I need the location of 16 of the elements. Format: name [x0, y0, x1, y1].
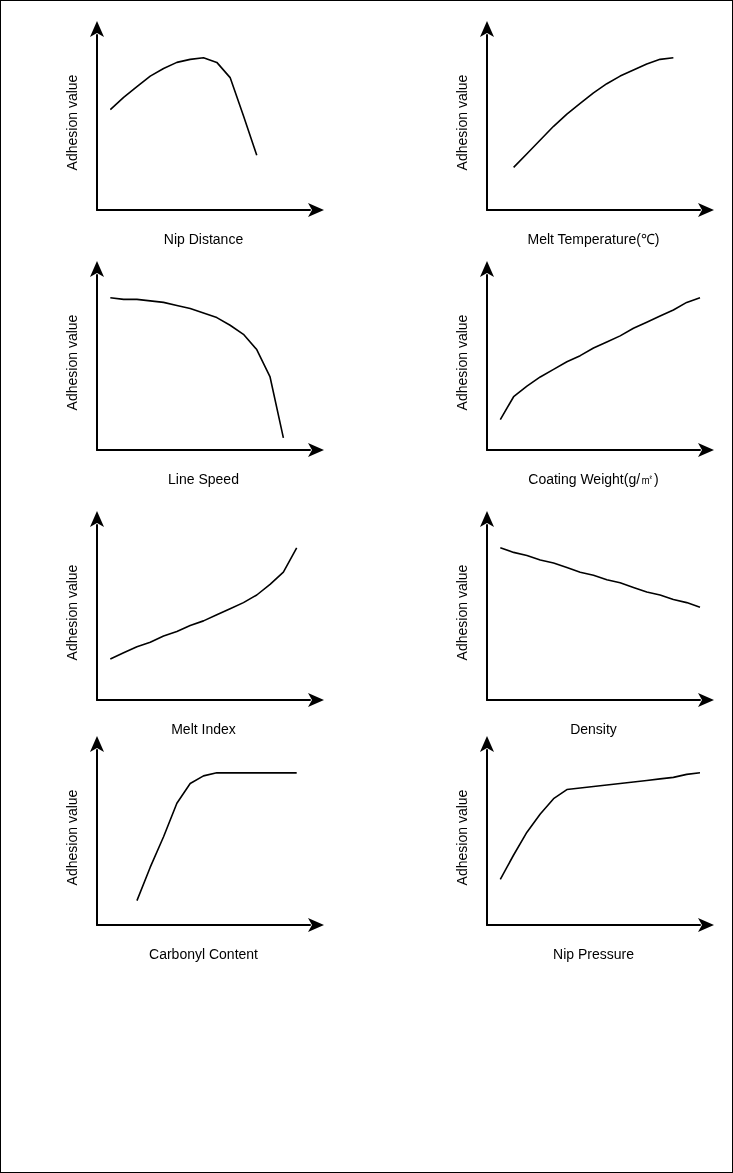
y-axis-title: Adhesion value: [454, 564, 470, 661]
y-axis-title: Adhesion value: [64, 314, 80, 411]
x-axis-title: Melt Index: [171, 721, 236, 737]
y-axis-title: Adhesion value: [64, 74, 80, 171]
x-axis-title: Carbonyl Content: [149, 946, 259, 962]
y-axis-title: Adhesion value: [454, 74, 470, 171]
x-axis-title: Melt Temperature(℃): [527, 231, 660, 247]
x-axis-title: Coating Weight(g/㎡): [528, 471, 659, 487]
x-axis-title: Nip Distance: [163, 231, 244, 247]
x-axis-title: Density: [570, 721, 617, 737]
y-axis-title: Adhesion value: [454, 789, 470, 886]
x-axis-title: Line Speed: [168, 471, 239, 487]
y-axis-title: Adhesion value: [64, 789, 80, 886]
y-axis-title: Adhesion value: [454, 314, 470, 411]
x-axis-title: Nip Pressure: [553, 946, 635, 962]
y-axis-title: Adhesion value: [64, 564, 80, 661]
